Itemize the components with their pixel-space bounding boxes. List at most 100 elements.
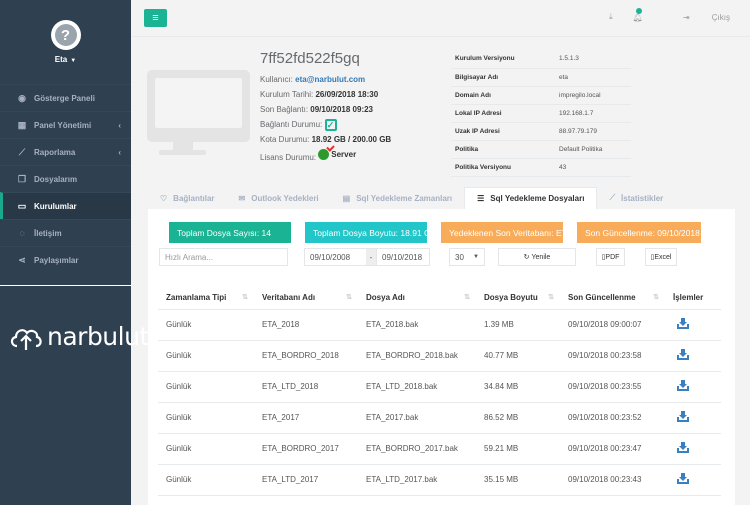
profile-block: ? Eta ▼: [0, 0, 131, 84]
caret-down-icon: ▼: [70, 58, 77, 64]
date-from-input[interactable]: 09/10/2008: [304, 248, 367, 266]
column-header[interactable]: Son Güncellenme ⇅: [560, 287, 665, 310]
spec-key: Bilgisayar Adı: [451, 68, 555, 87]
sql-files-table: Zamanlama Tipi ⇅ Veritabanı Adı ⇅ Dosya Ad…: [158, 287, 721, 496]
cloud-upload-icon: [10, 329, 42, 350]
sidebar-item-dashboard[interactable]: ◉ Gösterge Paneli: [0, 84, 131, 111]
sidebar-item-panel-management[interactable]: ▦ Panel Yönetimi ‹: [0, 111, 131, 138]
table-cell: 09/10/2018 00:23:52: [560, 402, 665, 434]
table-cell: Günlük: [158, 340, 254, 372]
table-cell: 35.15 MB: [476, 464, 560, 496]
share-icon: ⋖: [18, 254, 26, 265]
chevron-down-icon: ▼: [473, 254, 479, 260]
excel-export-button[interactable]: ▯ Excel: [645, 248, 677, 266]
download-button[interactable]: [665, 433, 721, 465]
envelope-icon: ✉: [238, 193, 246, 203]
download-button[interactable]: [665, 371, 721, 403]
avatar[interactable]: ?: [50, 20, 81, 50]
device-id: 7ff52fd522f5gq: [260, 50, 360, 67]
spec-row: Kurulum Versiyonu 1.5.1.3: [451, 50, 631, 69]
spec-key: Domain Adı: [451, 86, 555, 105]
sidebar-item-label: Panel Yönetimi: [34, 120, 92, 130]
search-input[interactable]: Hızlı Arama...: [159, 248, 288, 266]
chevron-left-icon: ‹: [118, 147, 121, 157]
total-size-card: Toplam Dosya Boyutu: 18.91 GB: [305, 222, 427, 243]
sidebar-item-reporting[interactable]: ⟋ Raporlama ‹: [0, 138, 131, 165]
sidebar-item-contact[interactable]: ◌ İletişim: [0, 219, 131, 246]
page-size-select[interactable]: 30 ▼: [449, 248, 485, 266]
sidebar-item-shares[interactable]: ⋖ Paylaşımlar: [0, 246, 131, 273]
sidebar: ? Eta ▼ ◉ Gösterge Paneli ▦ Panel Yönetimi ‹…: [0, 0, 149, 505]
quota-status: 18.92 GB / 200.00 GB: [311, 135, 392, 144]
spec-row: Bilgisayar Adı eta: [451, 68, 631, 87]
chart-icon: ⟋: [18, 146, 26, 157]
file-icon: ▯: [601, 254, 606, 261]
spec-value: 192.168.1.7: [555, 104, 631, 123]
tab-bar: ♡ Bağlantılar ✉ Outlook Yedekleri ▤ Sql Yed…: [148, 187, 750, 209]
file-icon: ▯: [650, 254, 655, 261]
date-to-input[interactable]: 09/10/2018: [376, 248, 430, 266]
topbar: ≡ ⤓ 🔔︎ ⇥ Çıkış: [131, 0, 750, 37]
refresh-button[interactable]: ↻ Yenile: [498, 248, 576, 266]
table-cell: 09/10/2018 00:23:58: [560, 340, 665, 372]
total-files-card: Toplam Dosya Sayısı: 14: [169, 222, 291, 243]
sidebar-item-files[interactable]: ❐ Dosyalarım: [0, 165, 131, 192]
scrollbar[interactable]: [735, 210, 750, 505]
user-email-link[interactable]: eta@narbulut.com: [295, 75, 366, 84]
download-button[interactable]: [665, 340, 721, 372]
table-cell: 40.77 MB: [476, 340, 560, 372]
table-row: Günlük ETA_BORDRO_2018 ETA_BORDRO_2018.bak…: [158, 340, 721, 372]
spec-table: Kurulum Versiyonu 1.5.1.3 Bilgisayar Adı et…: [451, 50, 631, 177]
logout-label: Çıkış: [711, 12, 730, 22]
calendar-icon: ▤: [342, 193, 351, 203]
download-button[interactable]: [665, 402, 721, 434]
table-cell: ETA_2017.bak: [358, 402, 476, 434]
monitor-icon: [147, 70, 250, 142]
spec-key: Kurulum Versiyonu: [451, 50, 555, 69]
spec-value: Default Politika: [555, 140, 631, 159]
logout-button[interactable]: ⇥ Çıkış: [663, 13, 730, 22]
menu-toggle-button[interactable]: ≡: [144, 9, 167, 27]
logout-icon: ⇥: [682, 12, 690, 22]
table-cell: ETA_2017: [254, 402, 358, 434]
brand-logo: narbulut: [8, 320, 149, 352]
sidebar-item-installations[interactable]: ▭ Kurulumlar: [0, 192, 131, 219]
spec-key: Lokal IP Adresi: [451, 104, 555, 123]
last-update-card: Son Güncellenme: 09/10/2018: [577, 222, 701, 243]
tab-outlook-backups[interactable]: ✉ Outlook Yedekleri: [238, 193, 319, 203]
download-button[interactable]: [665, 464, 721, 496]
column-header[interactable]: Zamanlama Tipi ⇅: [158, 287, 254, 310]
spec-value: impregilo.local: [555, 86, 631, 105]
table-cell: 09/10/2018 09:00:07: [560, 309, 665, 341]
pdf-export-button[interactable]: ▯ PDF: [596, 248, 625, 266]
table-row: Günlük ETA_2017 ETA_2017.bak 86.52 MB 09/10/…: [158, 402, 721, 434]
chart-icon: ⟋: [609, 193, 616, 202]
table-cell: 34.84 MB: [476, 371, 560, 403]
table-cell: ETA_LTD_2018: [254, 371, 358, 403]
spec-row: Politika Versiyonu 43: [451, 158, 631, 177]
download-icon[interactable]: ⤓: [609, 12, 613, 21]
summary-cards: Toplam Dosya Sayısı: 14 Toplam Dosya Boy…: [169, 222, 715, 243]
column-header[interactable]: Dosya Boyutu ⇅: [476, 287, 560, 310]
column-header[interactable]: Dosya Adı ⇅: [358, 287, 476, 310]
tab-connections[interactable]: ♡ Bağlantılar: [160, 193, 215, 203]
column-header[interactable]: Veritabanı Adı ⇅: [254, 287, 358, 310]
tab-statistics[interactable]: ⟋ İstatistikler: [609, 193, 664, 203]
hamburger-icon: ≡: [152, 12, 159, 24]
column-header: İşlemler: [665, 287, 721, 310]
sort-icon: ⇅: [653, 294, 659, 302]
sidebar-item-label: Gösterge Paneli: [34, 93, 95, 103]
tab-sql-schedules[interactable]: ▤ Sql Yedekleme Zamanları: [342, 193, 453, 203]
tab-sql-files[interactable]: ☰ Sql Yedekleme Dosyaları: [464, 187, 598, 209]
profile-menu[interactable]: Eta ▼: [55, 55, 76, 64]
filter-bar: Hızlı Arama... 09/10/2008 - 09/10/2018 3…: [158, 248, 735, 267]
sidebar-divider: [0, 285, 131, 286]
bell-icon[interactable]: 🔔︎: [633, 7, 643, 22]
table-cell: ETA_LTD_2017: [254, 464, 358, 496]
download-button[interactable]: [665, 309, 721, 341]
table-cell: ETA_2018: [254, 309, 358, 341]
table-row: Günlük ETA_LTD_2018 ETA_LTD_2018.bak 34.84 …: [158, 371, 721, 403]
license-badge: Server: [318, 147, 356, 162]
sort-icon: ⇅: [464, 294, 470, 302]
download-icon: [677, 380, 689, 391]
